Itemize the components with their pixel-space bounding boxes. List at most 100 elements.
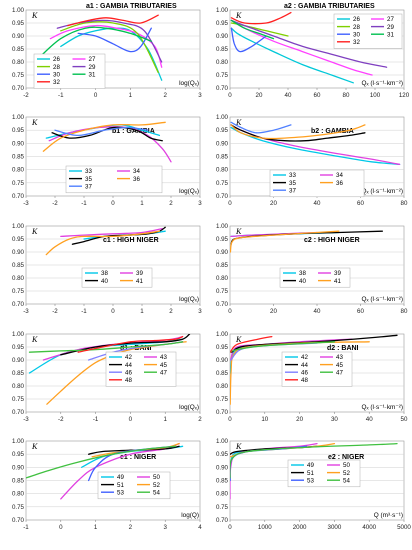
legend-label: 30 <box>353 31 360 38</box>
series-line-47 <box>28 341 184 353</box>
y-tick-label: 0.80 <box>216 383 229 390</box>
x-tick-label: 20 <box>296 416 303 423</box>
y-tick-label: 0.95 <box>12 451 25 458</box>
legend-label: 53 <box>117 489 124 496</box>
x-tick-label: 60 <box>357 308 364 315</box>
x-tick-label: 2000 <box>293 524 307 531</box>
x-tick-label: 4000 <box>362 524 376 531</box>
legend-label: 32 <box>53 79 60 86</box>
y-tick-label: 0.95 <box>12 127 25 134</box>
legend-label: 50 <box>343 462 350 469</box>
y-tick-label: 0.80 <box>12 59 25 66</box>
legend-label: 36 <box>133 176 140 183</box>
legend <box>33 53 106 89</box>
series-line-54 <box>26 445 177 479</box>
legend-label: 54 <box>343 477 350 484</box>
y-tick-label: 0.75 <box>12 396 25 403</box>
y-tick-label: 0.80 <box>12 383 25 390</box>
y-tick-label: 0.75 <box>216 180 229 187</box>
x-tick-label: -3 <box>23 416 29 423</box>
panel-d2: 0.70 0.75 0.80 0.85 0.90 0.95 1.00 0 10 20 30 40 50 d… <box>216 331 408 423</box>
x-tick-label: 30 <box>331 416 338 423</box>
y-tick-label: 0.70 <box>12 301 25 308</box>
y-tick-label: 0.70 <box>216 301 229 308</box>
legend-label: 46 <box>301 369 308 376</box>
y-tick-label: 0.85 <box>12 478 25 485</box>
series-line-31 <box>230 19 275 40</box>
legend-label: 44 <box>301 362 308 369</box>
x-tick-label: 3 <box>198 200 202 207</box>
y-tick-label: 0.85 <box>216 370 229 377</box>
y-tick-label: 0.80 <box>216 275 229 282</box>
y-tick-label: 0.90 <box>216 249 229 256</box>
chart-title: c2 : HIGH NIGER <box>304 237 360 244</box>
legend-label: 52 <box>153 482 160 489</box>
series-line-37 <box>54 126 149 137</box>
y-tick-label: 0.90 <box>216 464 229 471</box>
y-tick-label: 0.75 <box>216 288 229 295</box>
x-tick-label: 0 <box>111 200 115 207</box>
legend-label: 36 <box>336 180 343 187</box>
y-tick-label: 0.70 <box>216 85 229 92</box>
x-tick-label: 40 <box>366 416 373 423</box>
chart-title: c1 : HIGH NIGER <box>103 237 159 244</box>
y-axis-label: K <box>235 11 242 20</box>
panel-a1: 0.70 0.75 0.80 0.85 0.90 0.95 1.00 -2 -1 0 1 2 3 a1 :… <box>12 3 202 99</box>
legend-label: 31 <box>89 71 96 78</box>
x-axis-label: log(Q) <box>181 512 199 519</box>
y-axis-label: K <box>235 335 242 344</box>
x-tick-label: 0 <box>228 416 232 423</box>
x-axis-label: log(Qₓ) <box>179 296 199 303</box>
x-axis-label: Qₓ (l·s⁻¹·km⁻²) <box>362 296 404 303</box>
series-line-54 <box>230 442 398 479</box>
series-group <box>28 334 191 405</box>
x-tick-label: 3000 <box>328 524 342 531</box>
y-tick-label: 0.90 <box>216 140 229 147</box>
x-tick-label: 20 <box>270 308 277 315</box>
x-tick-label: 1 <box>129 92 133 99</box>
y-axis-label: K <box>31 11 38 20</box>
y-axis-label: K <box>31 227 38 236</box>
legend-label: 41 <box>334 278 341 285</box>
legend-label: 50 <box>153 474 160 481</box>
y-tick-label: 0.75 <box>12 180 25 187</box>
legend-label: 28 <box>353 24 360 31</box>
series-line-32 <box>67 14 159 27</box>
x-tick-label: 40 <box>285 92 292 99</box>
legend-label: 53 <box>307 477 314 484</box>
legend-label: 49 <box>117 474 124 481</box>
x-tick-label: 3 <box>198 308 202 315</box>
x-tick-label: -1 <box>58 92 64 99</box>
y-tick-label: 0.90 <box>12 464 25 471</box>
y-tick-label: 0.75 <box>12 72 25 79</box>
legend-label: 35 <box>289 180 296 187</box>
x-axis-label: log(Qₓ) <box>179 80 199 87</box>
series-line-39 <box>60 227 163 238</box>
panel-d1: 0.700.750.800.850.900.951.00-3 -2 -1 0 1 2d1 … <box>12 331 202 423</box>
legend-label: 47 <box>336 369 343 376</box>
x-tick-label: 60 <box>314 92 321 99</box>
y-tick-label: 1.00 <box>12 331 25 338</box>
x-tick-label: -1 <box>81 200 87 207</box>
x-tick-label: -2 <box>52 200 58 207</box>
series-group <box>45 226 166 256</box>
series-line-29 <box>230 19 388 68</box>
legend <box>279 267 351 288</box>
x-tick-label: 1000 <box>258 524 272 531</box>
y-tick-label: 1.00 <box>12 7 25 14</box>
series-line-30 <box>230 27 267 53</box>
legend <box>65 165 163 194</box>
x-tick-label: 40 <box>314 308 321 315</box>
x-tick-label: -1 <box>81 308 87 315</box>
y-tick-label: 1.00 <box>216 114 229 121</box>
y-tick-label: 0.90 <box>12 249 25 256</box>
chart-title: e1 : NIGER <box>120 454 156 461</box>
x-axis-label: Qₓ (l·s⁻¹·km⁻²) <box>362 188 404 195</box>
legend-label: 38 <box>299 270 306 277</box>
x-tick-label: 20 <box>256 92 263 99</box>
x-tick-label: 1 <box>140 308 144 315</box>
x-tick-label: -3 <box>23 308 29 315</box>
series-group <box>39 14 163 81</box>
x-tick-label: 100 <box>370 92 381 99</box>
